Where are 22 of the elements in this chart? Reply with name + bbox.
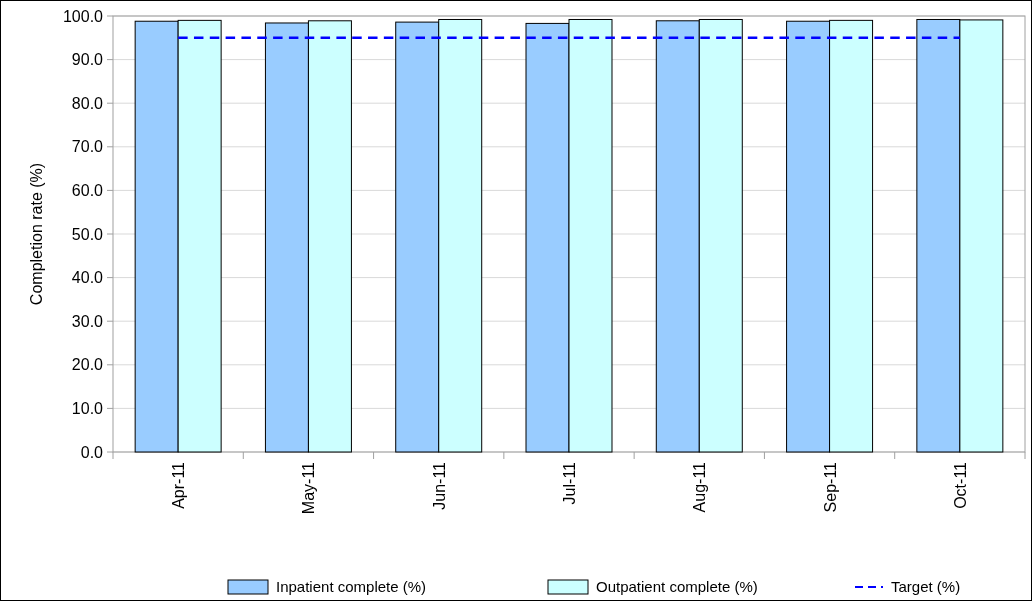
x-tick-label: May-11 [300,461,318,515]
x-tick-label: Aug-11 [691,461,709,513]
legend-label: Outpatient complete (%) [596,578,758,596]
x-tick-label: Oct-11 [951,461,969,509]
legend-label: Inpatient complete (%) [276,578,427,596]
y-tick-label: 90.0 [71,51,104,69]
y-axis-title: Completion rate (%) [28,162,45,306]
y-tick-label: 30.0 [71,312,104,330]
y-tick-label: 70.0 [71,138,104,156]
legend-label: Target (%) [891,578,961,596]
x-tick-label: Apr-11 [170,461,188,509]
x-tick-label: Sep-11 [821,461,839,513]
y-tick-label: 100.0 [62,7,104,25]
y-tick-label: 80.0 [71,94,104,112]
y-tick-label: 0.0 [80,443,104,461]
y-tick-label: 60.0 [71,182,104,199]
y-tick-label: 20.0 [71,356,104,374]
y-tick-label: 40.0 [71,269,104,287]
x-tick-label: Jul-11 [561,461,578,505]
y-tick-label: 10.0 [71,400,104,417]
y-tick-label: 50.0 [71,225,104,243]
x-tick-label: Jun-11 [430,461,448,510]
